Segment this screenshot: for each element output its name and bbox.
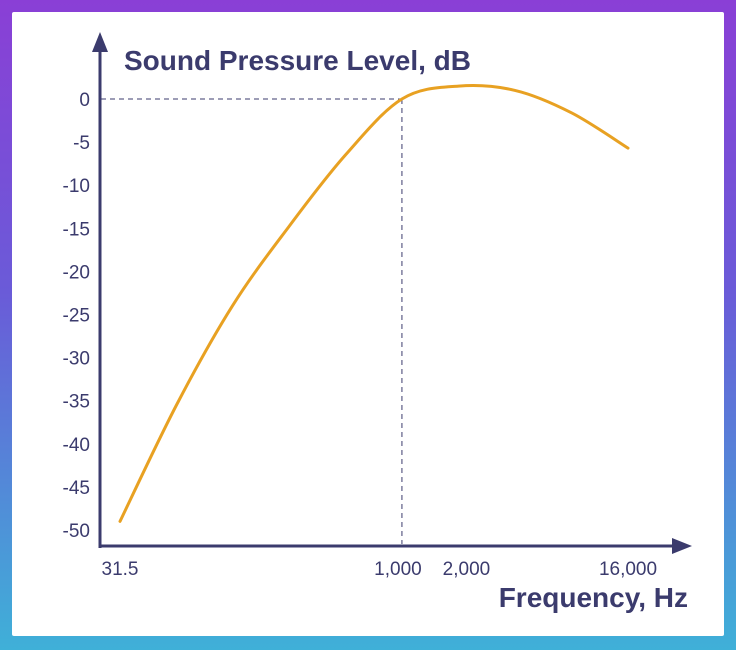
y-tick-label: -15 <box>63 219 90 240</box>
y-tick-label: -10 <box>63 176 90 197</box>
x-tick-label: 2,000 <box>443 559 491 580</box>
response-curve <box>118 84 630 523</box>
x-axis-label: Frequency, Hz <box>499 582 688 613</box>
y-tick-label: -30 <box>63 349 90 370</box>
y-tick-labels: 0 -5 -10 -15 -20 -25 -30 -35 -40 -45 -50 <box>63 90 90 542</box>
y-tick-label: -35 <box>63 392 90 413</box>
y-tick-label: 0 <box>79 90 90 111</box>
x-tick-label: 31.5 <box>102 559 139 580</box>
y-axis-arrow-icon <box>92 32 108 52</box>
y-tick-label: -25 <box>63 306 90 327</box>
y-tick-label: -5 <box>73 133 90 154</box>
x-tick-labels: 31.5 1,000 2,000 16,000 <box>102 559 658 580</box>
y-tick-label: -45 <box>63 478 90 499</box>
reference-guides <box>101 98 403 544</box>
chart-card <box>12 12 724 636</box>
y-tick-label: -40 <box>63 435 90 456</box>
chart-title: Sound Pressure Level, dB <box>124 45 471 76</box>
curve-group <box>118 84 630 523</box>
x-tick-label: 16,000 <box>599 559 657 580</box>
y-tick-label: -50 <box>63 521 90 542</box>
y-tick-label: -20 <box>63 262 90 283</box>
x-axis-arrow-icon <box>672 538 692 554</box>
x-tick-label: 1,000 <box>374 559 422 580</box>
